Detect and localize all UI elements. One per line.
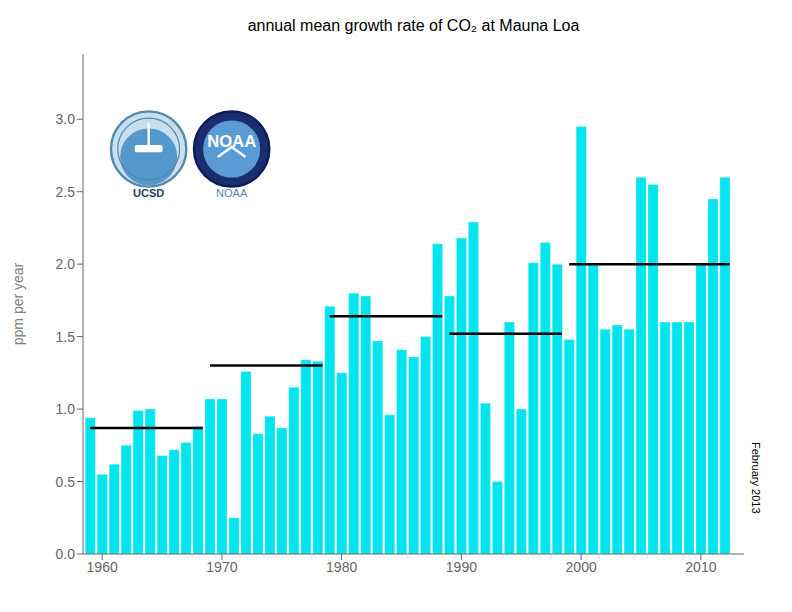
svg-text:1990: 1990 — [446, 559, 477, 575]
svg-text:3.0: 3.0 — [56, 111, 76, 127]
svg-text:2000: 2000 — [566, 559, 597, 575]
svg-text:NOAA: NOAA — [216, 187, 248, 199]
svg-text:0.5: 0.5 — [56, 474, 76, 490]
svg-text:1.0: 1.0 — [56, 401, 76, 417]
svg-text:UCSD: UCSD — [133, 187, 164, 199]
svg-text:2010: 2010 — [685, 559, 716, 575]
svg-text:2.5: 2.5 — [56, 184, 76, 200]
svg-text:1970: 1970 — [206, 559, 237, 575]
html-text:annual mean growth rate of CO₂: annual mean growth rate of CO₂ at Mauna … — [247, 17, 580, 34]
svg-text:0.0: 0.0 — [56, 546, 76, 562]
svg-text:1980: 1980 — [326, 559, 357, 575]
svg-text:1.5: 1.5 — [56, 329, 76, 345]
svg-text:2.0: 2.0 — [56, 256, 76, 272]
svg-text:NOAA: NOAA — [207, 132, 257, 151]
svg-text:1960: 1960 — [87, 559, 118, 575]
html-text:February 2013: February 2013 — [750, 442, 762, 514]
svg-text:ppm per year: ppm per year — [10, 262, 26, 345]
